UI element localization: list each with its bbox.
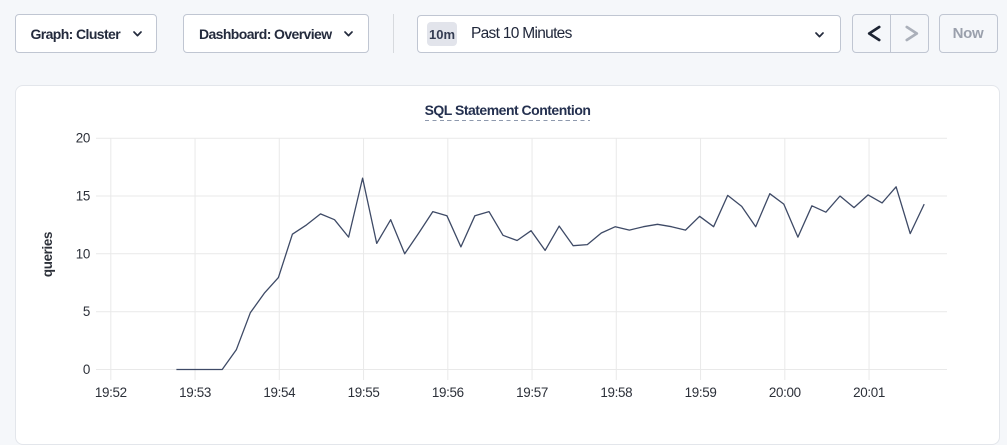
svg-text:0: 0 bbox=[83, 362, 90, 377]
svg-text:19:54: 19:54 bbox=[263, 385, 296, 400]
svg-text:15: 15 bbox=[76, 189, 90, 204]
svg-text:19:52: 19:52 bbox=[95, 385, 127, 400]
svg-text:19:56: 19:56 bbox=[432, 385, 464, 400]
svg-text:10: 10 bbox=[76, 246, 90, 261]
svg-text:20: 20 bbox=[76, 131, 90, 146]
svg-text:5: 5 bbox=[83, 304, 90, 319]
svg-text:20:00: 20:00 bbox=[769, 385, 801, 400]
svg-text:20:01: 20:01 bbox=[853, 385, 885, 400]
svg-text:19:57: 19:57 bbox=[516, 385, 548, 400]
svg-text:19:58: 19:58 bbox=[600, 385, 632, 400]
svg-text:19:59: 19:59 bbox=[685, 385, 717, 400]
svg-text:queries: queries bbox=[40, 232, 55, 277]
svg-text:19:55: 19:55 bbox=[348, 385, 380, 400]
svg-text:19:53: 19:53 bbox=[179, 385, 211, 400]
